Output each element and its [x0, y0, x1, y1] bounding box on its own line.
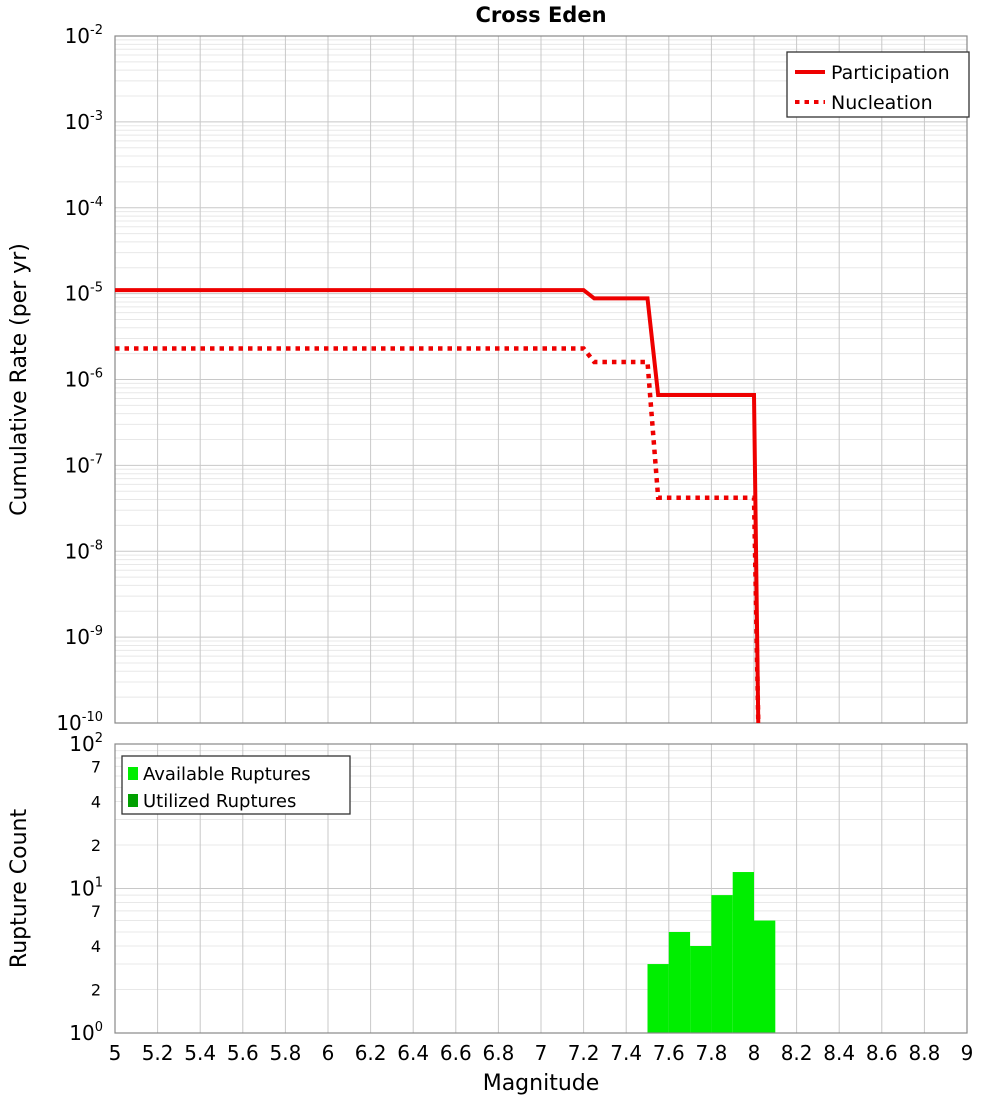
bottom-legend: Available Ruptures Utilized Ruptures — [121, 755, 351, 815]
bar-available — [668, 931, 691, 1033]
bottom-ytick-minor-label: 7 — [91, 902, 101, 921]
bottom-ytick-minor-label: 2 — [91, 981, 101, 1000]
bottom-ytick-minor-label: 7 — [91, 757, 101, 776]
top-ytick-label: 10-3 — [65, 109, 103, 134]
top-panel: 10-2 10-3 10-4 10-5 10-6 10-7 10-8 10-9 10-10 — [56, 23, 968, 735]
bottom-yaxis-label: Rupture Count — [7, 809, 32, 969]
bar-available — [690, 946, 712, 1033]
xtick-label: 7.8 — [695, 1041, 727, 1065]
series-participation — [115, 288, 761, 723]
top-ytick-label: 10-5 — [65, 281, 103, 306]
xtick-label: 6.8 — [482, 1041, 514, 1065]
xtick-label: 6.2 — [355, 1041, 387, 1065]
series-nucleation — [115, 346, 761, 723]
bottom-ytick-minor-label: 4 — [91, 937, 101, 956]
bottom-ytick-minor-label: 4 — [91, 793, 101, 812]
top-ytick-label: 10-7 — [65, 452, 103, 477]
top-ytick-labels: 10-2 10-3 10-4 10-5 10-6 10-7 10-8 10-9 10-10 — [56, 23, 103, 735]
xtick-label: 7.4 — [610, 1041, 642, 1065]
xtick-label: 7.2 — [568, 1041, 600, 1065]
top-ytick-label: 10-10 — [56, 710, 103, 735]
xtick-label: 6 — [322, 1041, 335, 1065]
top-ytick-label: 10-9 — [65, 624, 103, 649]
xtick-label: 6.6 — [440, 1041, 472, 1065]
bottom-ytick-label: 100 — [69, 1020, 103, 1045]
xtick-label: 7 — [535, 1041, 548, 1065]
bottom-ytick-label: 102 — [69, 731, 103, 756]
bar-available — [647, 964, 669, 1033]
top-series-group — [115, 288, 761, 723]
xtick-label: 8.8 — [908, 1041, 940, 1065]
top-yaxis-label: Cumulative Rate (per yr) — [7, 243, 32, 516]
xtick-label: 6.4 — [397, 1041, 429, 1065]
xtick-label: 8 — [748, 1041, 761, 1065]
legend-label-utilized: Utilized Ruptures — [143, 791, 296, 812]
legend-label-available: Available Ruptures — [143, 764, 311, 785]
xtick-label: 5.6 — [227, 1041, 259, 1065]
legend-swatch-available — [128, 767, 138, 780]
xtick-label: 8.2 — [781, 1041, 813, 1065]
xtick-label: 5.2 — [142, 1041, 174, 1065]
bottom-legend-box — [121, 755, 351, 815]
bottom-ytick-label: 101 — [69, 876, 103, 901]
bottom-ytick-minor-label: 2 — [91, 836, 101, 855]
chart-title: Cross Eden — [475, 3, 606, 27]
xtick-label: 5.4 — [184, 1041, 216, 1065]
top-legend: Participation Nucleation — [786, 51, 970, 118]
top-panel-frame — [114, 35, 968, 724]
bottom-panel-frame — [114, 743, 968, 1034]
x-axis: 5 5.2 5.4 5.6 5.8 6 6.2 6.4 6.6 6.8 7 7.2 7.4 7.6 7.8 8… — [109, 1041, 974, 1065]
xtick-label: 8.6 — [866, 1041, 898, 1065]
top-ytick-label: 10-2 — [65, 23, 103, 48]
xtick-label: 7.6 — [653, 1041, 685, 1065]
bar-available — [732, 872, 754, 1033]
xtick-label: 8.4 — [823, 1041, 855, 1065]
legend-label-nucleation: Nucleation — [831, 92, 933, 114]
bottom-ytick-labels: 102 101 100 7 4 2 7 4 2 — [69, 731, 103, 1045]
bottom-bars-group — [647, 872, 776, 1033]
bar-available — [711, 895, 733, 1033]
bar-available — [754, 920, 776, 1033]
xaxis-label: Magnitude — [483, 1071, 600, 1096]
xtick-label: 5.8 — [269, 1041, 301, 1065]
xtick-label: 9 — [961, 1041, 974, 1065]
legend-label-participation: Participation — [831, 62, 950, 84]
xtick-label: 5 — [109, 1041, 122, 1065]
top-ytick-label: 10-6 — [65, 367, 103, 392]
legend-swatch-utilized — [128, 794, 138, 807]
top-legend-box — [786, 51, 970, 118]
top-ytick-label: 10-8 — [65, 538, 103, 563]
top-ytick-label: 10-4 — [65, 195, 103, 220]
top-grid-vertical — [114, 36, 968, 723]
